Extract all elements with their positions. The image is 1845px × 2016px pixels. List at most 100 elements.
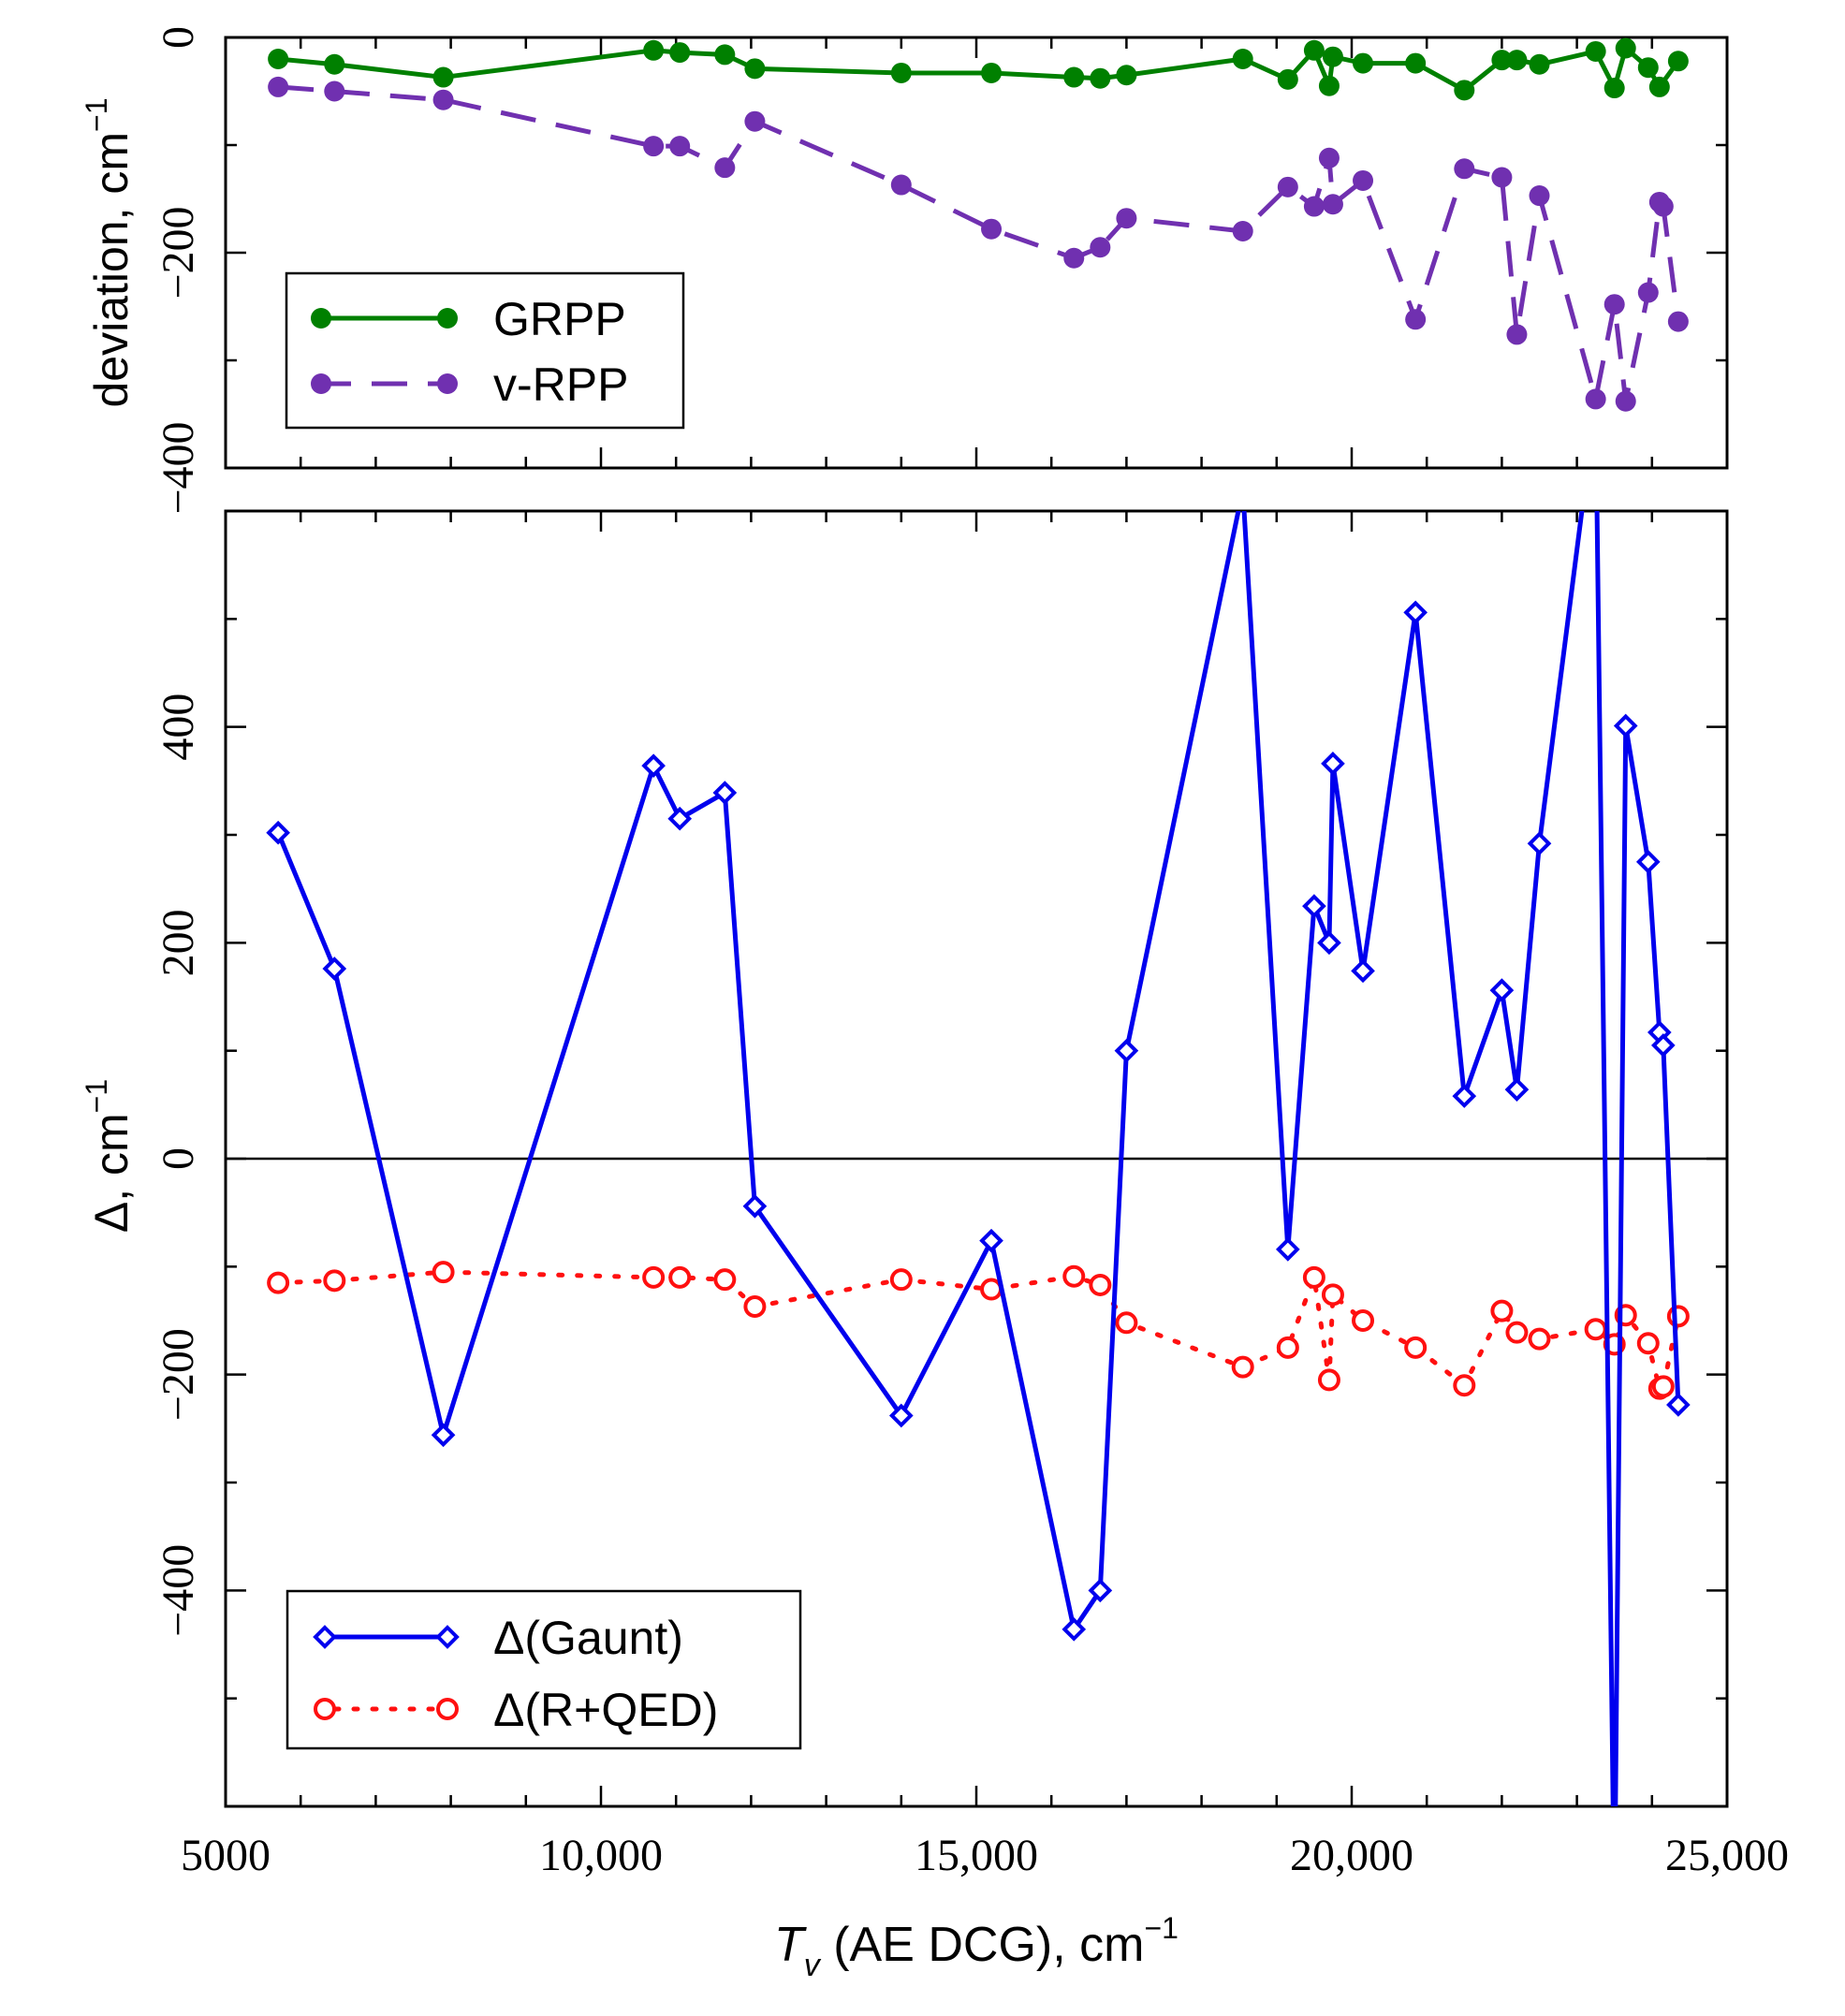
grpp-point xyxy=(324,53,345,75)
grpp-point xyxy=(1322,46,1343,67)
gaunt-point xyxy=(1403,600,1428,625)
grpp-point xyxy=(1585,40,1606,62)
gaunt-point xyxy=(322,957,347,981)
rqed-point xyxy=(267,1271,290,1294)
vrpp-point xyxy=(1454,158,1475,180)
legend-gaunt-marker-left xyxy=(313,1625,337,1649)
rqed-point xyxy=(1115,1311,1138,1335)
top-ticks xyxy=(224,36,1729,470)
gaunt-point xyxy=(888,1403,914,1428)
y-tick-label: −200 xyxy=(154,206,203,299)
vrpp-point xyxy=(1491,167,1513,188)
y-tick-label: 0 xyxy=(154,1147,203,1170)
legend-grrp-label: GRPP xyxy=(493,293,626,345)
rqed-point xyxy=(668,1265,692,1289)
rqed-point xyxy=(1584,1318,1607,1341)
vrpp-point xyxy=(1603,294,1625,315)
grpp-point xyxy=(1318,75,1340,96)
vrpp-point xyxy=(744,110,766,132)
gaunt-point xyxy=(1666,1393,1691,1417)
grpp-point xyxy=(1116,65,1137,86)
rqed-point xyxy=(1302,1265,1325,1289)
gaunt-point xyxy=(1276,1237,1300,1262)
rqed-point xyxy=(889,1268,913,1292)
grpp-point xyxy=(1353,52,1374,74)
y-tick-label: 0 xyxy=(154,26,203,49)
x-tick-label: 20,000 xyxy=(1290,1831,1413,1880)
vrpp-point xyxy=(1116,208,1137,229)
gaunt-point xyxy=(1062,1617,1087,1642)
gaunt-point xyxy=(431,1423,456,1448)
gaunt-point xyxy=(1504,1077,1530,1103)
rqed-point xyxy=(1276,1336,1299,1359)
gaunt-point xyxy=(1613,713,1638,738)
rqed-point xyxy=(1404,1336,1428,1359)
x-tick-label: 25,000 xyxy=(1665,1831,1789,1880)
vrpp-point xyxy=(1506,324,1528,345)
vrpp-point xyxy=(714,157,736,179)
rqed-point xyxy=(642,1265,666,1289)
grpp-point xyxy=(268,49,289,69)
grpp-point xyxy=(890,62,912,83)
top-panel: 0 −200 −400 deviation, cm−1 GRPP v-RPP xyxy=(80,26,1729,515)
legend-vrpp-label: v-RPP xyxy=(493,358,628,411)
grpp-point xyxy=(1454,80,1475,101)
legend-rqed-label: Δ(R+QED) xyxy=(493,1684,718,1736)
grpp-point xyxy=(981,62,1003,83)
rqed-point xyxy=(1231,1355,1254,1379)
y-tick-label: 200 xyxy=(154,909,203,976)
bottom-legend-box xyxy=(286,1589,802,1750)
top-y-tick-labels: 0 −200 −400 xyxy=(154,26,203,515)
gaunt-point xyxy=(1635,850,1661,874)
vrpp-point xyxy=(268,76,289,97)
grpp-point xyxy=(669,42,691,64)
bottom-series xyxy=(266,511,1691,1806)
gaunt-point xyxy=(1527,831,1552,856)
vrpp-point xyxy=(1405,309,1427,330)
gaunt-series xyxy=(266,511,1691,1806)
legend-rqed-marker-right xyxy=(436,1698,459,1720)
gaunt-point xyxy=(667,806,693,831)
rqed-point xyxy=(1528,1327,1551,1351)
bottom-ticks xyxy=(224,509,1729,1808)
y-tick-label: −200 xyxy=(154,1328,203,1421)
grpp-point xyxy=(1405,52,1427,74)
grpp-point xyxy=(1648,76,1670,97)
rqed-point xyxy=(432,1261,455,1284)
vrpp-point xyxy=(324,80,345,102)
x-tick-labels: 5000 10,000 15,000 20,000 25,000 xyxy=(181,1831,1789,1880)
rqed-point xyxy=(1490,1299,1514,1322)
vrpp-point xyxy=(643,136,665,157)
vrpp-point xyxy=(432,89,454,110)
legend-gaunt-marker-right xyxy=(435,1625,460,1649)
grpp-point xyxy=(1090,67,1111,89)
x-tick-label: 10,000 xyxy=(539,1831,663,1880)
grpp-point xyxy=(1667,51,1689,72)
vrpp-point xyxy=(1322,194,1343,215)
grpp-point xyxy=(1506,50,1528,71)
grpp-point xyxy=(432,66,454,88)
rqed-point xyxy=(1089,1273,1112,1296)
rqed-point xyxy=(1062,1264,1086,1288)
rqed-point xyxy=(1505,1321,1529,1344)
vrpp-point xyxy=(1529,185,1550,207)
top-legend-box xyxy=(285,271,685,430)
vrpp-point xyxy=(890,174,912,196)
grpp-point xyxy=(643,39,665,61)
gaunt-point xyxy=(641,753,666,779)
grpp-point xyxy=(714,44,736,66)
rqed-point xyxy=(1636,1332,1660,1355)
grpp-point xyxy=(1303,39,1325,61)
gaunt-point xyxy=(979,1228,1003,1253)
legend-grrp-marker-right xyxy=(437,308,458,329)
vrpp-point xyxy=(1277,176,1298,197)
vrpp-point xyxy=(1667,311,1689,332)
legend-gaunt-label: Δ(Gaunt) xyxy=(493,1612,683,1664)
grpp-point xyxy=(1491,50,1513,71)
gaunt-point xyxy=(1302,894,1326,918)
rqed-point xyxy=(1453,1374,1476,1397)
vrpp-series xyxy=(268,76,1689,412)
grpp-point xyxy=(1063,66,1085,88)
gaunt-point xyxy=(1317,930,1341,956)
bottom-panel: 400 200 0 −200 −400 5000 10,000 15,000 20,000 25… xyxy=(80,509,1789,1983)
